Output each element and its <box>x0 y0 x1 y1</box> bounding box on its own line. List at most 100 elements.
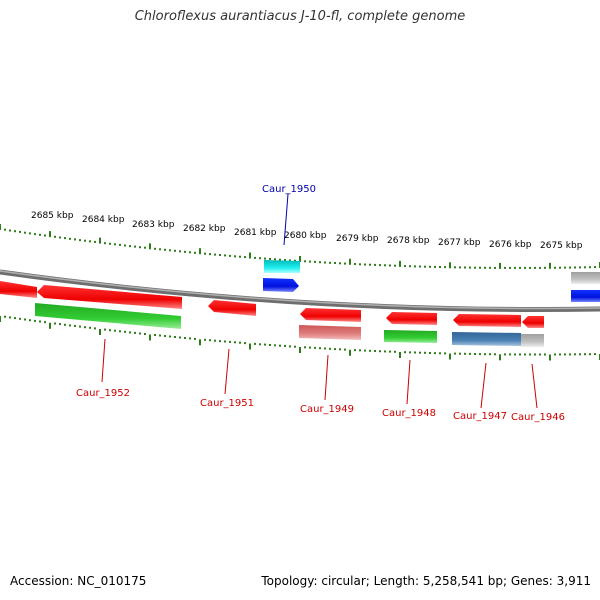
tick-labels: 2685 kbp 2684 kbp 2683 kbp 2682 kbp 2681… <box>31 211 583 251</box>
minor-tick <box>494 353 496 356</box>
minor-tick <box>339 262 341 265</box>
minor-tick <box>409 265 411 268</box>
minor-tick <box>374 263 376 266</box>
gene-caur-1946-cog[interactable] <box>521 334 544 347</box>
gene-caur-1948-cog[interactable] <box>384 330 437 343</box>
minor-tick <box>184 337 186 339</box>
gene-label-caur-1947[interactable]: Caur_1947 <box>453 411 507 422</box>
minor-tick <box>164 248 166 251</box>
minor-tick <box>559 266 561 269</box>
minor-tick <box>44 321 46 324</box>
gene-label-caur-1951[interactable]: Caur_1951 <box>200 398 254 409</box>
gene-caur-1948[interactable] <box>386 312 437 325</box>
minor-tick <box>464 352 466 355</box>
major-tick <box>349 349 351 356</box>
gene-forward-edge-cog[interactable] <box>571 272 600 284</box>
minor-tick <box>454 352 456 355</box>
gene-forward-edge[interactable] <box>571 290 600 302</box>
minor-tick <box>279 258 281 261</box>
minor-tick <box>14 317 16 320</box>
minor-tick <box>19 317 21 320</box>
major-tick <box>0 316 1 322</box>
gene-caur-1946[interactable] <box>522 316 544 328</box>
minor-tick <box>404 351 406 354</box>
minor-tick <box>459 266 461 269</box>
minor-tick <box>574 266 576 269</box>
minor-tick <box>209 339 211 342</box>
minor-tick <box>319 347 321 350</box>
gene-caur-1947-cog[interactable] <box>452 332 521 346</box>
minor-tick <box>559 353 561 356</box>
major-tick <box>249 343 251 350</box>
minor-tick <box>514 266 516 269</box>
minor-tick <box>474 266 476 269</box>
minor-tick <box>104 328 106 331</box>
tick-label: 2685 kbp <box>31 211 74 221</box>
minor-tick <box>254 256 256 259</box>
minor-tick <box>29 232 31 235</box>
minor-tick <box>94 327 96 330</box>
gene-caur-1952-cog[interactable] <box>35 303 181 329</box>
gene-caur-1950-cog[interactable] <box>264 260 300 273</box>
major-tick <box>49 231 51 238</box>
major-tick <box>0 224 1 230</box>
minor-tick <box>234 341 236 344</box>
minor-tick <box>89 240 91 243</box>
minor-tick <box>39 320 41 323</box>
gene-caur-1951[interactable] <box>208 300 256 316</box>
tick-label: 2675 kbp <box>540 241 583 251</box>
gene-label-caur-1949[interactable]: Caur_1949 <box>300 404 354 415</box>
minor-tick <box>569 266 571 269</box>
minor-tick <box>234 255 236 258</box>
minor-tick <box>159 248 161 251</box>
gene-label-caur-1952[interactable]: Caur_1952 <box>76 388 130 399</box>
gene-caur-1947[interactable] <box>453 314 521 327</box>
minor-tick <box>219 340 221 343</box>
minor-tick <box>354 349 356 352</box>
gene-left-edge[interactable] <box>0 281 37 298</box>
minor-tick <box>424 351 426 354</box>
accession-label: Accession: NC_010175 <box>10 574 147 588</box>
minor-tick <box>144 333 146 335</box>
minor-tick <box>419 265 421 268</box>
minor-tick <box>554 353 556 356</box>
minor-tick <box>64 237 66 240</box>
minor-tick <box>139 332 141 335</box>
minor-tick <box>84 326 86 329</box>
minor-tick <box>334 262 336 264</box>
minor-tick <box>464 266 466 269</box>
minor-tick <box>384 264 386 267</box>
tick-label: 2682 kbp <box>183 224 226 234</box>
minor-tick <box>524 353 526 356</box>
minor-tick <box>179 336 181 339</box>
minor-tick <box>284 345 286 347</box>
major-tick <box>99 329 101 335</box>
major-tick <box>399 352 401 358</box>
gene-label-caur-1950[interactable]: Caur_1950 <box>262 184 316 195</box>
major-tick <box>549 262 551 269</box>
minor-tick <box>269 344 271 346</box>
minor-tick <box>489 266 491 269</box>
major-tick <box>349 258 351 265</box>
gene-caur-1949[interactable] <box>300 308 361 322</box>
minor-tick <box>139 246 141 249</box>
minor-tick <box>54 322 56 325</box>
gene-caur-1952[interactable] <box>37 285 182 309</box>
minor-tick <box>509 266 511 269</box>
gene-caur-1949-cog[interactable] <box>299 325 361 340</box>
minor-tick <box>304 346 306 349</box>
gene-label-caur-1948[interactable]: Caur_1948 <box>382 408 436 419</box>
minor-tick <box>34 233 36 236</box>
minor-tick <box>79 239 81 242</box>
minor-tick <box>474 353 476 355</box>
minor-tick <box>29 319 31 322</box>
minor-tick <box>344 348 346 351</box>
gene-label-caur-1946[interactable]: Caur_1946 <box>511 412 565 423</box>
minor-tick <box>314 260 316 263</box>
minor-tick <box>259 343 261 346</box>
major-tick <box>549 354 551 361</box>
minor-tick <box>164 335 166 337</box>
minor-tick <box>369 263 371 266</box>
minor-tick <box>89 326 91 329</box>
gene-caur-1950[interactable] <box>263 278 299 292</box>
